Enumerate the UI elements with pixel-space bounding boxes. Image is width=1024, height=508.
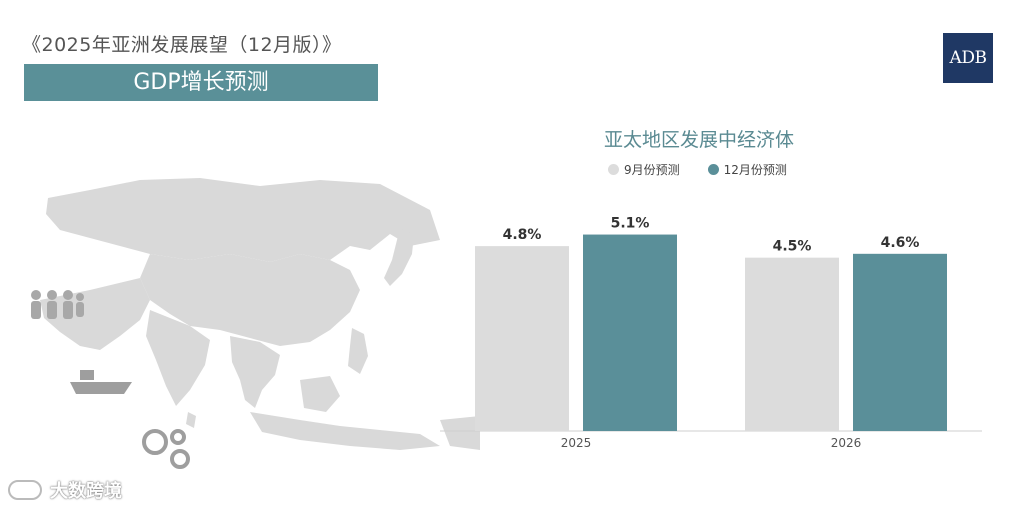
- bar-2025-series-1: [475, 246, 569, 431]
- data-label-2025-series-1: 4.8%: [503, 227, 542, 243]
- chart-title: 亚太地区发展中经济体: [604, 129, 795, 151]
- legend-swatch-december: [707, 163, 719, 175]
- legend-item-september: 9月份预测: [608, 161, 680, 178]
- watermark-logo-icon: [8, 480, 42, 500]
- bar-2026-series-2: [853, 253, 947, 431]
- bar-2025-series-2: [583, 234, 677, 431]
- data-label-2026-series-1: 4.5%: [773, 239, 812, 255]
- legend-label-december: 12月份预测: [723, 162, 787, 177]
- chart-legend: 9月份预测 12月份预测: [608, 161, 815, 177]
- x-tick-label-2025: 2025: [561, 436, 592, 450]
- gdp-bar-chart: 4.8% 5.1% 2025 4.5% 4.6% 2026: [440, 216, 982, 450]
- section-banner: GDP增长预测: [24, 64, 378, 101]
- cargo-ship-icon: [70, 370, 132, 394]
- data-label-2026-series-2: 4.6%: [881, 235, 920, 251]
- world-map: [31, 178, 480, 469]
- legend-swatch-september: [608, 163, 619, 175]
- people-group-icon: [31, 290, 84, 319]
- adb-logo: ADB: [943, 33, 993, 83]
- watermark: 大数跨境: [8, 477, 122, 503]
- x-tick-label-2026: 2026: [831, 436, 862, 450]
- watermark-text: 大数跨境: [50, 481, 122, 502]
- legend-label-september: 9月份预测: [624, 162, 680, 177]
- finance-gears-icon: [142, 429, 190, 469]
- legend-item-december: 12月份预测: [707, 161, 787, 178]
- report-title: 《2025年亚洲发展展望（12月版）》: [22, 34, 342, 56]
- bar-2026-series-1: [745, 257, 839, 431]
- data-label-2025-series-2: 5.1%: [611, 216, 650, 232]
